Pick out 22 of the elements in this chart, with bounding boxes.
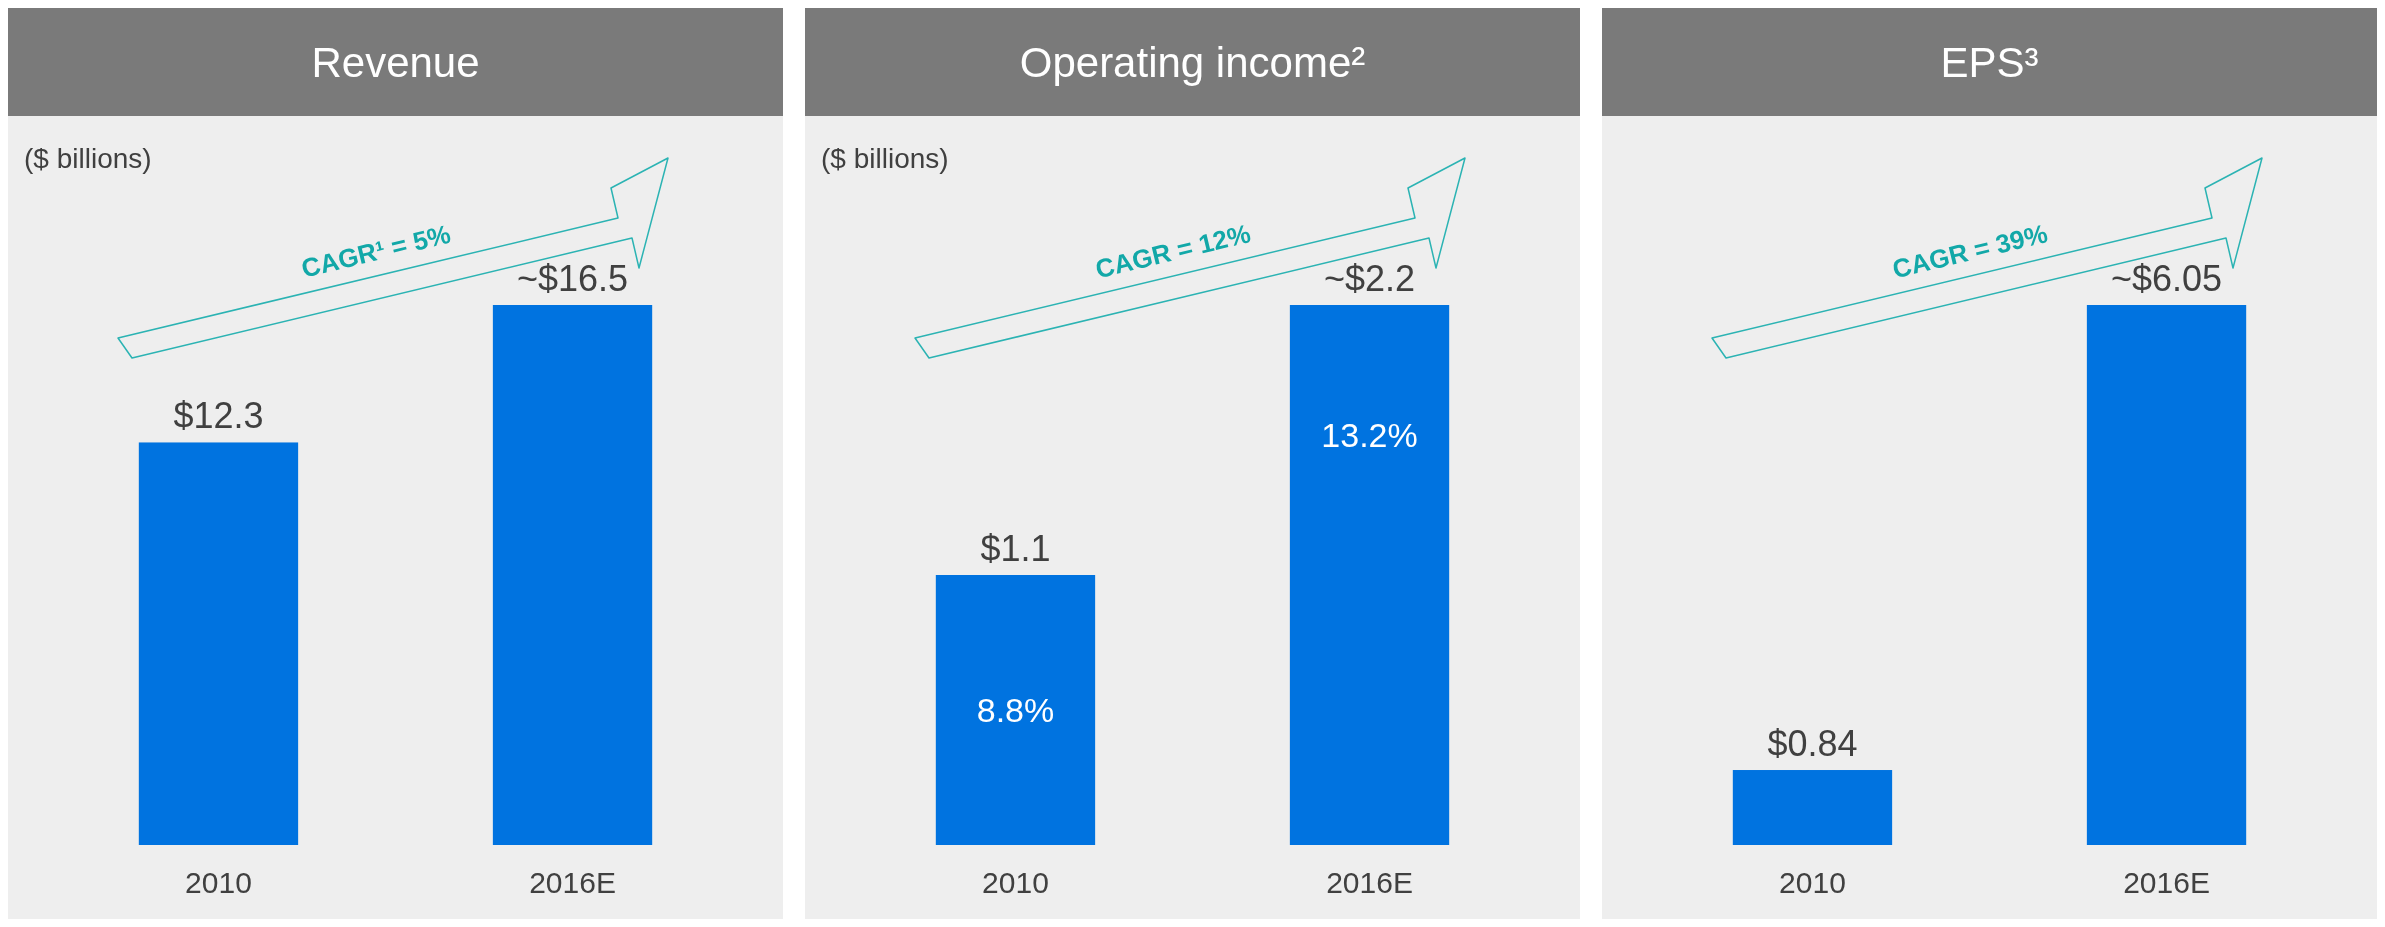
data-label: ~$16.5 xyxy=(516,258,629,299)
chart-title: Revenue xyxy=(311,39,480,86)
x-tick-label: 2016E xyxy=(1326,866,1413,899)
text: CAGR¹ = 5% xyxy=(298,218,454,284)
y-axis-title: ($ billions) xyxy=(24,143,152,174)
x-tick-label: 2016E xyxy=(2123,866,2210,899)
data-label: $0.84 xyxy=(1767,723,1858,765)
x-tick-label: 2010 xyxy=(982,866,1049,899)
data-label: $1.1 xyxy=(980,528,1051,569)
x-tick-label: 2016E xyxy=(529,866,616,899)
data-label: ~$2.2 xyxy=(1323,258,1416,299)
annotation: 13.2% xyxy=(1321,416,1418,454)
chart-title: Operating income² xyxy=(1019,39,1366,86)
x-tick-label: 2010 xyxy=(1779,866,1846,899)
x-tick-label: 2010 xyxy=(185,866,252,899)
data-label: ~$6.05 xyxy=(2110,258,2223,299)
y-axis-title: ($ billions) xyxy=(821,143,949,174)
chart-title: EPS³ xyxy=(1940,39,2039,86)
text: CAGR = 12% xyxy=(1092,218,1254,285)
annotation: 8.8% xyxy=(976,691,1055,729)
data-label: $12.3 xyxy=(173,395,264,437)
text: CAGR = 39% xyxy=(1889,218,2051,285)
